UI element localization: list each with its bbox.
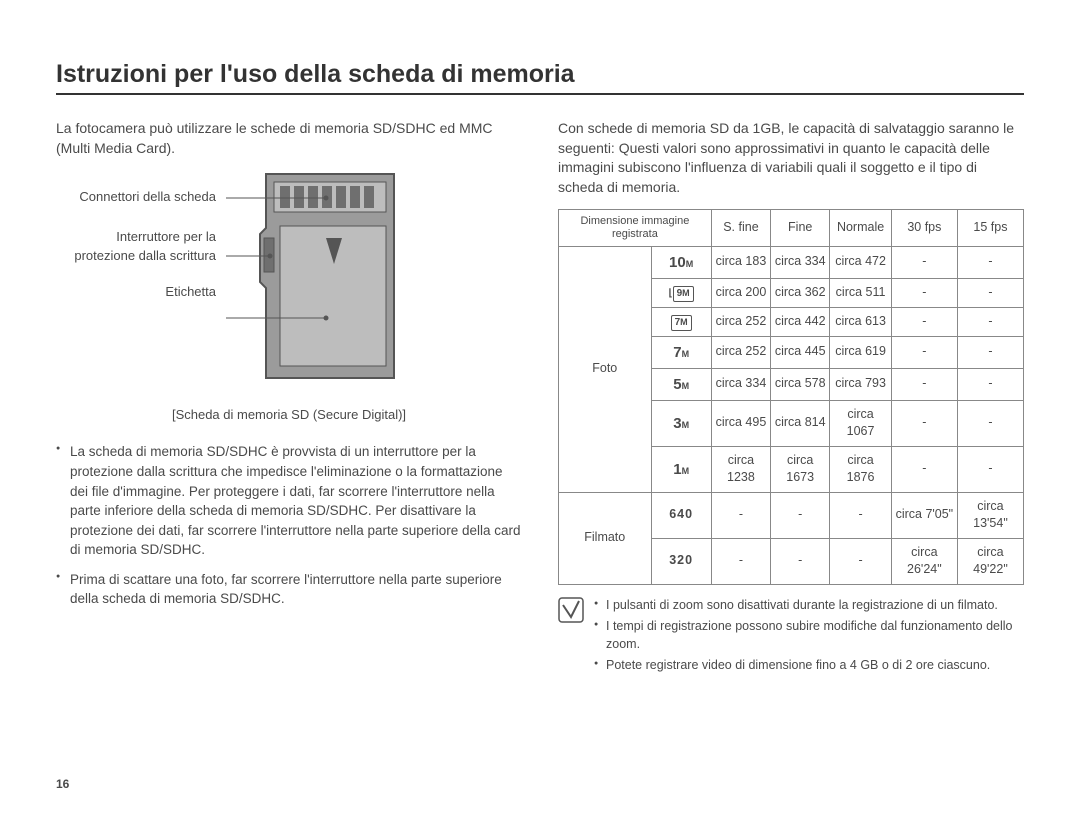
note-box: I pulsanti di zoom sono disattivati dura… [558,597,1024,679]
rowhead-filmato: Filmato [559,492,652,584]
cell-fps15: - [957,446,1023,492]
left-bullet-list: La scheda di memoria SD/SDHC è provvista… [56,442,522,609]
cell-sfine: circa 183 [711,246,770,278]
cell-sfine: circa 1238 [711,446,770,492]
left-column: La fotocamera può utilizzare le schede d… [56,119,522,679]
cell-sfine: circa 200 [711,278,770,307]
cell-fine: circa 442 [771,307,830,336]
note-icon [558,597,584,679]
page-number: 16 [56,777,69,791]
left-bullet-1: La scheda di memoria SD/SDHC è provvista… [56,442,522,559]
capacity-table: Dimensione immagine registrata S. fine F… [558,209,1024,584]
cell-fine: circa 1673 [771,446,830,492]
cell-fps30: - [891,336,957,368]
cell-normale: circa 1067 [830,400,891,446]
cell-normale: circa 511 [830,278,891,307]
size-icon: 10M [651,246,711,278]
th-dimension: Dimensione immagine registrata [559,210,712,246]
cell-sfine: - [711,492,770,538]
cell-fps30: - [891,278,957,307]
cell-fine: circa 445 [771,336,830,368]
cell-fine: - [771,538,830,584]
cell-fps30: - [891,368,957,400]
cell-sfine: circa 252 [711,336,770,368]
cell-sfine: circa 252 [711,307,770,336]
sd-caption: [Scheda di memoria SD (Secure Digital)] [56,406,522,424]
sd-card-diagram: Connettori della scheda Interruttore per… [56,168,522,398]
cell-normale: circa 613 [830,307,891,336]
left-bullet-2: Prima di scattare una foto, far scorrere… [56,570,522,609]
cell-fps15: - [957,368,1023,400]
cell-normale: - [830,538,891,584]
cell-fps15: - [957,307,1023,336]
cell-fine: circa 334 [771,246,830,278]
cell-fps15: - [957,336,1023,368]
size-icon: 3M [651,400,711,446]
cell-fps15: - [957,246,1023,278]
cell-fps15: - [957,400,1023,446]
cell-fps30: - [891,307,957,336]
sd-card-icon [226,168,446,398]
cell-normale: circa 793 [830,368,891,400]
cell-fine: circa 362 [771,278,830,307]
film-size: 640 [651,492,711,538]
label-write-protect: Interruttore per la protezione dalla scr… [56,228,216,264]
th-sfine: S. fine [711,210,770,246]
cell-fine: circa 814 [771,400,830,446]
cell-sfine: - [711,538,770,584]
cell-fps15: circa 13'54" [957,492,1023,538]
cell-normale: - [830,492,891,538]
film-size: 320 [651,538,711,584]
cell-fps15: circa 49'22" [957,538,1023,584]
th-normale: Normale [830,210,891,246]
cell-normale: circa 619 [830,336,891,368]
right-column: Con schede di memoria SD da 1GB, le capa… [558,119,1024,679]
label-connectors: Connettori della scheda [56,188,216,206]
size-icon: 5M [651,368,711,400]
cell-fps15: - [957,278,1023,307]
cell-fine: - [771,492,830,538]
note-list: I pulsanti di zoom sono disattivati dura… [594,597,1024,679]
cell-fine: circa 578 [771,368,830,400]
th-15fps: 15 fps [957,210,1023,246]
right-intro-text: Con schede di memoria SD da 1GB, le capa… [558,119,1024,197]
cell-fps30: - [891,246,957,278]
cell-sfine: circa 495 [711,400,770,446]
left-intro-text: La fotocamera può utilizzare le schede d… [56,119,522,158]
cell-fps30: - [891,446,957,492]
label-etichetta: Etichetta [56,283,216,301]
rowhead-foto: Foto [559,246,652,492]
cell-fps30: circa 7'05" [891,492,957,538]
note-1: I pulsanti di zoom sono disattivati dura… [594,597,1024,615]
th-fine: Fine [771,210,830,246]
cell-fps30: - [891,400,957,446]
cell-fps30: circa 26'24" [891,538,957,584]
note-2: I tempi di registrazione possono subire … [594,618,1024,653]
size-icon: ⌊9M [651,278,711,307]
cell-normale: circa 1876 [830,446,891,492]
size-icon: 7M [651,307,711,336]
cell-normale: circa 472 [830,246,891,278]
cell-sfine: circa 334 [711,368,770,400]
size-icon: 7M [651,336,711,368]
size-icon: 1M [651,446,711,492]
th-30fps: 30 fps [891,210,957,246]
note-3: Potete registrare video di dimensione fi… [594,657,1024,675]
page-title: Istruzioni per l'uso della scheda di mem… [56,60,1024,95]
